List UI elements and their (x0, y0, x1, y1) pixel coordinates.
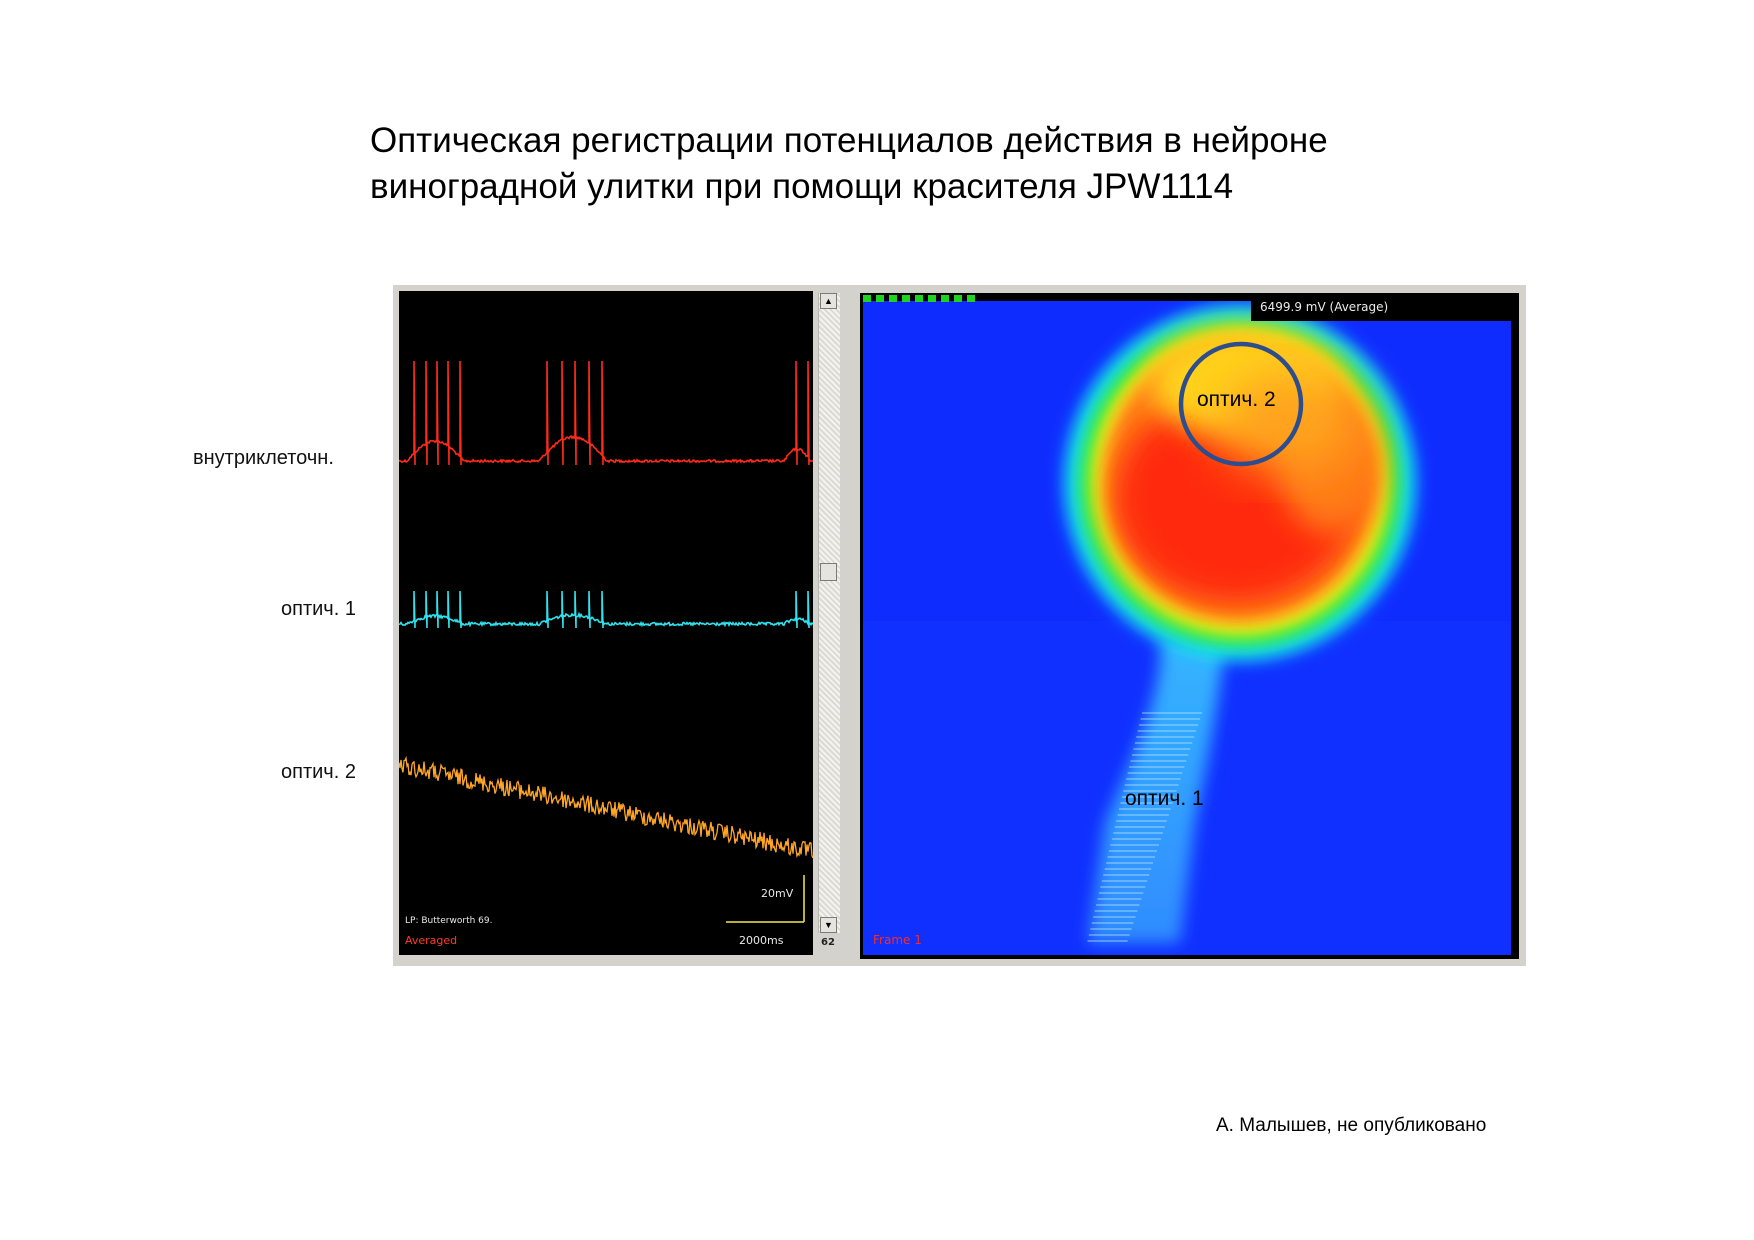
label-intracellular: внутриклеточн. (193, 447, 334, 469)
credit: А. Малышев, не опубликовано (1216, 1115, 1487, 1136)
progress-square (889, 295, 897, 302)
mode-label: Averaged (405, 934, 458, 947)
progress-square (915, 295, 923, 302)
page-title: Оптическая регистрации потенциалов дейст… (370, 118, 1470, 210)
label-optical-1: оптич. 1 (281, 598, 356, 620)
progress-square (954, 295, 962, 302)
activity-map: 6499.9 mV (Average) оптич. 2 оптич. 1 Fr… (860, 293, 1519, 959)
scale-time-label: 2000ms (739, 934, 784, 947)
trace-optical-2 (399, 755, 813, 859)
axon-stripes (1087, 712, 1202, 942)
scroll-thumb[interactable] (820, 563, 837, 581)
arrow-down-icon: ▼ (824, 920, 833, 930)
axon-region (1087, 638, 1225, 943)
roi-label-optical-1: оптич. 1 (1125, 787, 1204, 810)
filter-label: LP: Butterworth 69. (405, 916, 493, 926)
traces-svg (399, 360, 813, 923)
roi-label-optical-2: оптич. 2 (1197, 388, 1276, 411)
scroll-down-button[interactable]: ▼ (820, 917, 837, 933)
progress-square (863, 295, 871, 302)
progress-square (967, 295, 975, 302)
progress-square (902, 295, 910, 302)
arrow-up-icon: ▲ (824, 296, 833, 306)
label-optical-2: оптич. 2 (281, 761, 356, 783)
map-svg (860, 293, 1519, 959)
scrollbar-value: 62 (821, 937, 835, 948)
trace-optical-1 (399, 590, 813, 629)
title-line-2: виноградной улитки при помощи красителя … (370, 167, 1234, 206)
frame-label: Frame 1 (873, 933, 922, 947)
scale-bar (726, 875, 805, 923)
progress-square (876, 295, 884, 302)
figure: 20mV 2000ms LP: Butterworth 69. Averaged… (393, 285, 1526, 966)
trace-panel: 20mV 2000ms LP: Butterworth 69. Averaged (399, 291, 813, 955)
map-readout: 6499.9 mV (Average) (1260, 300, 1389, 314)
trace-intracellular (399, 360, 813, 466)
soma-region (1064, 305, 1416, 661)
progress-square (941, 295, 949, 302)
vertical-scrollbar[interactable]: ▲ ▼ (818, 293, 840, 933)
scale-voltage-label: 20mV (761, 887, 794, 900)
scroll-up-button[interactable]: ▲ (820, 293, 837, 309)
progress-square (928, 295, 936, 302)
frame-progress-indicator (863, 295, 975, 302)
roi-circle-optical-2 (1178, 341, 1304, 467)
title-line-1: Оптическая регистрации потенциалов дейст… (370, 121, 1328, 160)
